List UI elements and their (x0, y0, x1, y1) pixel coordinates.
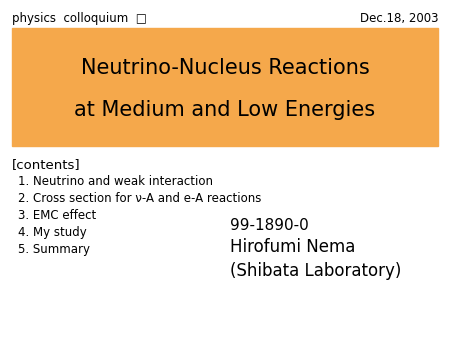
Text: at Medium and Low Energies: at Medium and Low Energies (74, 100, 376, 120)
Text: physics  colloquium  □: physics colloquium □ (12, 12, 147, 25)
Text: 5. Summary: 5. Summary (18, 243, 90, 256)
Text: Neutrino-Nucleus Reactions: Neutrino-Nucleus Reactions (81, 58, 369, 78)
Text: 4. My study: 4. My study (18, 226, 87, 239)
Text: Dec.18, 2003: Dec.18, 2003 (360, 12, 438, 25)
Text: Hirofumi Nema: Hirofumi Nema (230, 238, 356, 256)
Text: [contents]: [contents] (12, 158, 81, 171)
FancyBboxPatch shape (12, 28, 438, 146)
Text: 3. EMC effect: 3. EMC effect (18, 209, 96, 222)
Text: 2. Cross section for ν-A and e-A reactions: 2. Cross section for ν-A and e-A reactio… (18, 192, 261, 205)
Text: (Shibata Laboratory): (Shibata Laboratory) (230, 262, 401, 280)
Text: 1. Neutrino and weak interaction: 1. Neutrino and weak interaction (18, 175, 213, 188)
Text: 99-1890-0: 99-1890-0 (230, 218, 309, 233)
